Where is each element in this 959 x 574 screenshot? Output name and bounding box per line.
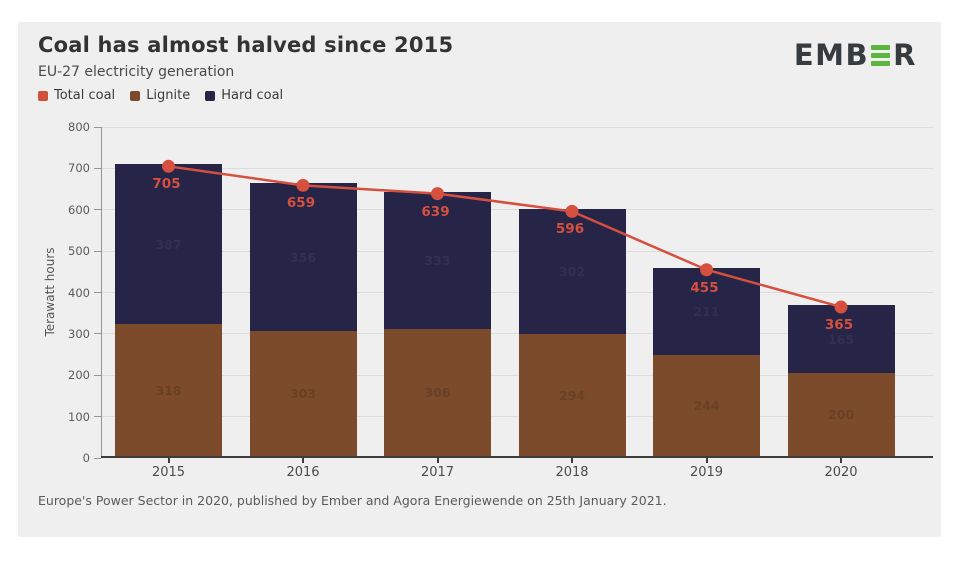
bar-2020-hard-coal: 165: [787, 304, 895, 374]
total-value-label-2018: 596: [555, 221, 585, 238]
legend-label: Total coal: [54, 88, 116, 103]
total-point-2017: [431, 187, 444, 201]
chart-header: Coal has almost halved since 2015 EU-27 …: [38, 33, 917, 80]
logo-text-r: R: [893, 38, 917, 72]
gridline-200: [102, 374, 933, 376]
bar-value-label-2018-hard-coal: 302: [558, 264, 586, 280]
x-axis-label-2016: 2016: [286, 465, 320, 480]
y-axis-title: Terawatt hours: [43, 247, 57, 337]
y-tick-500: [94, 250, 101, 252]
lignite-swatch-icon: [130, 90, 141, 101]
y-axis-line: [101, 127, 102, 458]
bar-2019-hard-coal: 211: [653, 267, 760, 356]
total-point-2019: [700, 263, 713, 277]
bar-2017-hard-coal: 333: [384, 191, 491, 330]
total-point-2018: [565, 204, 579, 218]
gridline-300: [102, 333, 933, 335]
footer-note: Europe's Power Sector in 2020, published…: [38, 493, 667, 508]
y-tick-0: [94, 457, 101, 459]
hard-coal-swatch-icon: [205, 90, 216, 101]
bar-value-label-2017-hard-coal: 333: [424, 253, 451, 269]
total-value-label-2020: 365: [824, 316, 854, 333]
x-tick-2018: [571, 458, 573, 463]
y-tick-label-500: 500: [68, 244, 90, 259]
x-tick-2017: [436, 458, 439, 463]
bar-value-label-2019-lignite: 244: [693, 398, 720, 414]
total-value-label-2015: 705: [152, 176, 181, 193]
gridline-600: [102, 209, 933, 211]
bar-value-label-2017-lignite: 306: [424, 385, 451, 401]
logo-text-emb: EMB: [793, 38, 870, 72]
gridline-100: [102, 416, 933, 418]
x-tick-2020: [840, 458, 842, 463]
total-value-label-2017: 639: [421, 203, 450, 220]
y-tick-600: [94, 209, 101, 211]
chart-card: Coal has almost halved since 2015 EU-27 …: [18, 22, 941, 537]
chart-legend: Total coal Lignite Hard coal: [38, 88, 283, 103]
bar-2020-lignite: 200: [787, 373, 895, 456]
bar-2019-lignite: 244: [653, 355, 760, 456]
bar-2015-lignite: 318: [115, 324, 222, 456]
logo-green-e-icon: [871, 44, 891, 66]
y-tick-label-0: 0: [82, 451, 90, 465]
gridline-800: [102, 126, 933, 128]
y-tick-200: [94, 374, 101, 376]
x-axis-label-2019: 2019: [689, 465, 724, 480]
x-axis-label-2017: 2017: [420, 465, 455, 480]
x-axis-line: [101, 456, 933, 458]
legend-label: Hard coal: [221, 88, 284, 103]
gridline-700: [102, 167, 933, 169]
gridline-400: [102, 292, 933, 293]
x-axis-label-2015: 2015: [151, 465, 186, 480]
bar-value-label-2018-lignite: 294: [558, 387, 586, 403]
x-axis-label-2020: 2020: [824, 465, 858, 480]
bar-2015-hard-coal: 387: [115, 164, 222, 325]
bar-2016-hard-coal: 356: [249, 183, 357, 331]
y-tick-label-300: 300: [68, 326, 90, 341]
chart-title: Coal has almost halved since 2015: [38, 33, 454, 57]
y-tick-label-100: 100: [68, 409, 90, 424]
total-coal-swatch-icon: [38, 90, 48, 101]
y-tick-label-700: 700: [68, 161, 90, 176]
legend-item-hard-coal: Hard coal: [205, 88, 283, 103]
total-point-2016: [296, 178, 310, 192]
x-tick-2015: [167, 458, 170, 463]
bar-value-label-2016-hard-coal: 356: [289, 249, 317, 265]
bar-value-label-2016-lignite: 303: [289, 385, 317, 401]
header-text: Coal has almost halved since 2015 EU-27 …: [38, 33, 453, 80]
x-tick-2016: [302, 458, 304, 463]
ember-logo: EMB R: [794, 38, 917, 72]
bar-value-label-2020-lignite: 200: [827, 407, 855, 423]
total-point-2015: [162, 159, 175, 173]
chart-subtitle: EU-27 electricity generation: [38, 64, 235, 80]
y-tick-label-400: 400: [68, 285, 90, 300]
y-tick-400: [94, 292, 101, 293]
y-tick-800: [94, 126, 101, 128]
legend-item-total-coal: Total coal: [38, 88, 115, 103]
bar-value-label-2020-hard-coal: 165: [827, 331, 855, 347]
plot-area: Terawatt hours 0 100 200 300 400 500 600 700 800…: [43, 120, 933, 480]
bar-value-label-2019-hard-coal: 211: [693, 303, 720, 319]
legend-label: Lignite: [146, 88, 191, 103]
total-point-2020: [834, 300, 848, 314]
bar-2017-lignite: 306: [384, 329, 491, 456]
bar-value-label-2015-hard-coal: 387: [155, 236, 182, 252]
bar-value-label-2015-lignite: 318: [155, 382, 182, 398]
y-tick-700: [94, 167, 101, 169]
y-tick-300: [94, 333, 101, 335]
x-axis-label-2018: 2018: [555, 465, 589, 480]
bar-2018-lignite: 294: [518, 334, 626, 456]
total-value-label-2016: 659: [286, 195, 316, 212]
y-tick-100: [94, 416, 101, 418]
x-tick-2019: [705, 458, 708, 463]
legend-item-lignite: Lignite: [130, 88, 190, 103]
y-tick-label-600: 600: [68, 202, 90, 217]
total-value-label-2019: 455: [690, 279, 719, 296]
gridline-500: [102, 250, 933, 252]
y-tick-label-800: 800: [68, 120, 90, 134]
y-tick-label-200: 200: [68, 368, 90, 383]
bar-2018-hard-coal: 302: [518, 209, 626, 335]
total-coal-line: [162, 159, 848, 314]
bar-2016-lignite: 303: [249, 330, 357, 456]
